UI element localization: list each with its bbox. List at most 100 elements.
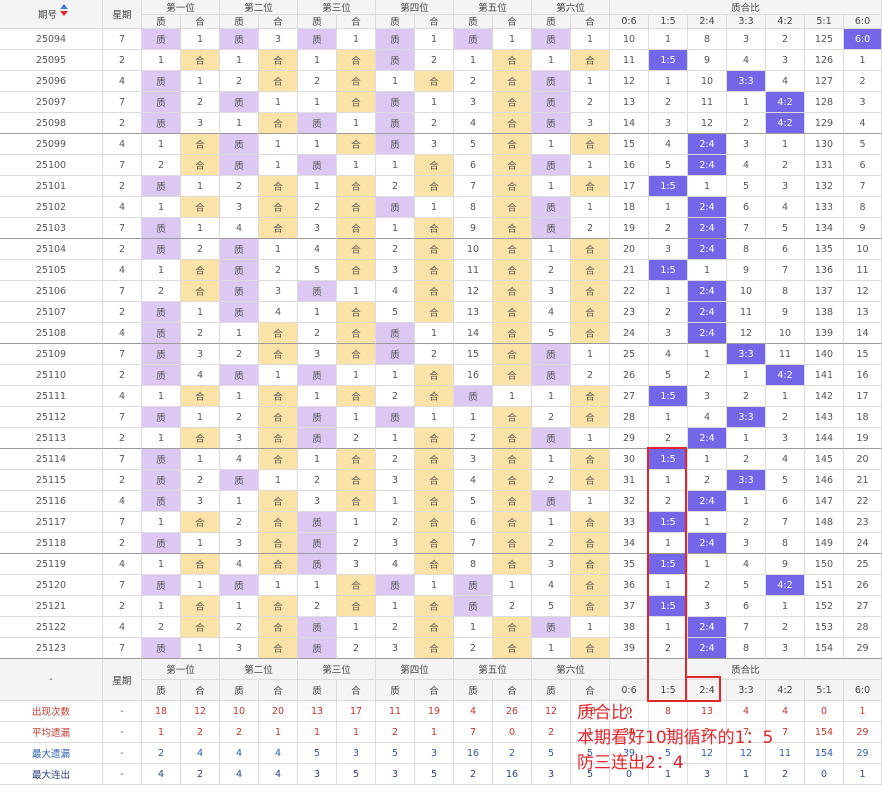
period: 25122: [0, 617, 103, 638]
period: 25115: [0, 470, 103, 491]
state-cell: 质: [142, 365, 181, 386]
stat-value: 20: [259, 701, 298, 722]
state-cell: 质: [376, 134, 415, 155]
stat-value: 26: [493, 701, 532, 722]
ratio-omission: 5: [649, 155, 688, 176]
state-cell: 合: [337, 176, 376, 197]
state-cell: 合: [337, 302, 376, 323]
omission: 2: [415, 113, 454, 134]
ratio-hit: 2:4: [688, 533, 727, 554]
ratio-omission: 2: [649, 218, 688, 239]
omission: 2: [181, 323, 220, 344]
ratio-omission: 7: [844, 176, 882, 197]
omission: 3: [415, 134, 454, 155]
ratio-omission: 1: [649, 533, 688, 554]
ratio-omission: 2: [688, 365, 727, 386]
state-cell: 合: [571, 302, 610, 323]
stat-weekday: -: [103, 701, 142, 722]
stat-ratio: 154: [805, 722, 844, 743]
omission: 4: [532, 575, 571, 596]
position-header: 第二位: [220, 659, 298, 680]
weekday: 7: [103, 512, 142, 533]
state-cell: 合: [493, 239, 532, 260]
state-cell: 质: [142, 92, 181, 113]
ratio-omission: 29: [844, 638, 882, 659]
state-cell: 合: [415, 533, 454, 554]
stat-value: 18: [571, 701, 610, 722]
state-cell: 合: [571, 134, 610, 155]
state-cell: 质: [142, 470, 181, 491]
omission: 2: [571, 218, 610, 239]
annotation: 防三连出2：4: [577, 753, 684, 773]
ratio-hit: 1:5: [649, 260, 688, 281]
omission: 3: [220, 638, 259, 659]
omission: 6: [454, 155, 493, 176]
state-cell: 质: [142, 176, 181, 197]
state-cell: 合: [415, 176, 454, 197]
stat-value: 1: [142, 722, 181, 743]
state-cell: 合: [415, 596, 454, 617]
omission: 10: [454, 239, 493, 260]
weekday: 7: [103, 29, 142, 50]
state-cell: 合: [415, 239, 454, 260]
ratio-omission: 3: [766, 50, 805, 71]
state-cell: 合: [493, 260, 532, 281]
weekday: 2: [103, 365, 142, 386]
state-cell: 质: [220, 134, 259, 155]
state-cell: 质: [532, 92, 571, 113]
state-cell: 合: [571, 260, 610, 281]
weekday: 2: [103, 596, 142, 617]
ratio-hit: 2:4: [688, 239, 727, 260]
state-cell: 合: [415, 428, 454, 449]
sub-header: 质: [298, 14, 337, 29]
state-cell: 合: [181, 197, 220, 218]
ratio-omission: 34: [610, 533, 649, 554]
ratio-omission: 11: [688, 92, 727, 113]
omission: 1: [142, 512, 181, 533]
ratio-omission: 4: [766, 197, 805, 218]
ratio-omission: 2: [766, 155, 805, 176]
state-cell: 质: [220, 92, 259, 113]
ratio-hit: 2:4: [688, 134, 727, 155]
weekday: 4: [103, 491, 142, 512]
state-cell: 质: [376, 29, 415, 50]
stat-label: 最大连出: [0, 764, 103, 785]
omission: 1: [298, 50, 337, 71]
state-cell: 质: [220, 155, 259, 176]
omission: 2: [259, 260, 298, 281]
ratio-omission: 139: [805, 323, 844, 344]
omission: 4: [220, 218, 259, 239]
omission: 4: [220, 554, 259, 575]
state-cell: 质: [454, 386, 493, 407]
ratio-omission: 2: [727, 386, 766, 407]
omission: 1: [220, 491, 259, 512]
ratio-omission: 2: [649, 428, 688, 449]
position-header: 第四位: [376, 659, 454, 680]
position-header: 第二位: [220, 0, 298, 15]
state-cell: 合: [571, 239, 610, 260]
ratio-omission: 1: [649, 617, 688, 638]
ratio-omission: 2: [688, 470, 727, 491]
omission: 6: [454, 512, 493, 533]
state-cell: 合: [415, 554, 454, 575]
ratio-omission: 7: [766, 260, 805, 281]
omission: 2: [454, 71, 493, 92]
ratio-sub-header: 4:2: [766, 680, 805, 701]
sub-header: 质: [220, 14, 259, 29]
ratio-omission: 1: [766, 596, 805, 617]
omission: 1: [181, 302, 220, 323]
state-cell: 质: [532, 29, 571, 50]
ratio-omission: 127: [805, 71, 844, 92]
state-cell: 合: [415, 617, 454, 638]
omission: 1: [259, 155, 298, 176]
omission: 3: [337, 554, 376, 575]
ratio-omission: 7: [766, 512, 805, 533]
state-cell: 合: [571, 281, 610, 302]
omission: 3: [181, 491, 220, 512]
omission: 5: [298, 260, 337, 281]
ratio-omission: 146: [805, 470, 844, 491]
state-cell: 质: [454, 596, 493, 617]
weekday-header: 星期: [103, 0, 142, 29]
ratio-omission: 148: [805, 512, 844, 533]
omission: 2: [220, 617, 259, 638]
